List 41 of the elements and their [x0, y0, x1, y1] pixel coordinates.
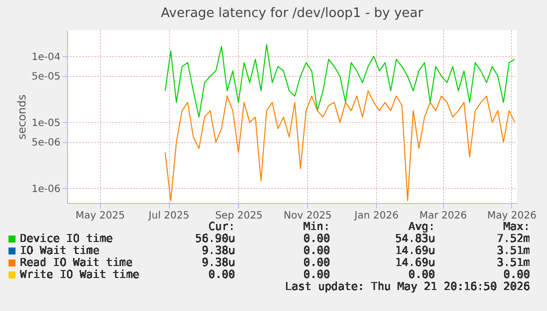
text: 3.51m: [496, 256, 530, 269]
text: 9.38u: [202, 244, 235, 257]
text: 0.00: [304, 244, 330, 257]
x-tick-label: Sep 2025: [215, 210, 263, 222]
x-tick-label: May 2025: [76, 210, 125, 222]
text: Avg:: [408, 220, 435, 233]
text: Last update: Thu May 21 20:16:50 2026: [284, 280, 530, 293]
text: Min:: [304, 220, 330, 233]
text: Max:: [504, 220, 530, 233]
line-series: [164, 44, 516, 118]
x-tick-label: May 2026: [487, 210, 537, 222]
text: 14.69u: [395, 244, 435, 257]
text: 0.00: [208, 268, 235, 281]
text: 9.38u: [202, 256, 235, 269]
legend-label: Write IO Wait time: [20, 268, 140, 281]
text: 0.00: [504, 268, 530, 281]
text: 0.00: [304, 232, 330, 245]
legend-label: Device IO time: [20, 232, 113, 245]
text: 56.90u: [195, 232, 235, 245]
x-tick-label: Mar 2026: [419, 210, 467, 222]
text: 54.83u: [395, 232, 435, 245]
y-tick-label: 5e-05: [32, 72, 60, 83]
x-tick-label: Jan 2026: [354, 210, 399, 222]
text: 14.69u: [395, 256, 435, 269]
x-tick-label: Jul 2025: [148, 210, 190, 222]
text: Cur:: [208, 220, 235, 233]
y-tick-label: 1e-05: [32, 118, 60, 129]
y-axis-title: seconds: [16, 94, 29, 140]
y-tick-label: 1e-06: [32, 184, 60, 195]
text: 0.00: [408, 268, 435, 281]
legend-label: IO Wait time: [20, 244, 100, 257]
y-tick-label: 1e-04: [32, 52, 60, 63]
line-series: [164, 90, 516, 202]
y-tick-label: 5e-06: [32, 138, 60, 149]
text: 0.00: [304, 268, 330, 281]
text: 7.52m: [496, 232, 530, 245]
x-tick-label: Nov 2025: [284, 210, 332, 222]
chart-title: Average latency for /dev/loop1 - by year: [160, 6, 424, 21]
legend-label: Read IO Wait time: [20, 256, 133, 269]
text: 3.51m: [496, 244, 530, 257]
text: 0.00: [304, 256, 330, 269]
